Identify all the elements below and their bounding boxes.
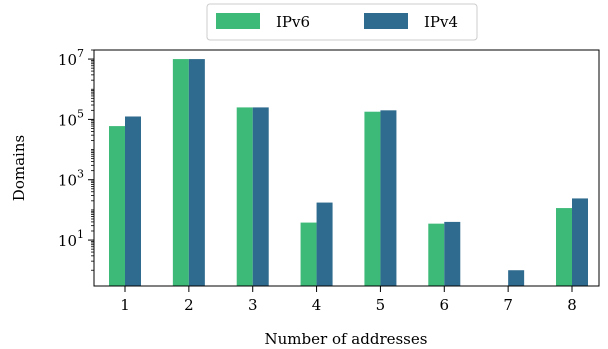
legend-swatch-ipv4 [364, 13, 408, 29]
x-axis-title: Number of addresses [265, 330, 428, 348]
bar-ipv6-3 [236, 107, 253, 286]
x-tick-label: 8 [567, 296, 577, 314]
bar-ipv4-1 [125, 116, 141, 286]
bar-ipv4-8 [572, 198, 588, 286]
bar-ipv6-4 [300, 222, 317, 286]
y-tick-label: 103 [58, 168, 84, 190]
x-tick-label: 4 [312, 296, 322, 314]
y-tick-label: 107 [58, 47, 84, 69]
x-tick-label: 7 [503, 296, 513, 314]
legend-label-ipv6: IPv6 [276, 13, 310, 31]
bar-ipv4-6 [444, 221, 461, 286]
legend: IPv6 IPv4 [206, 3, 478, 41]
x-axis-ticks: 1 2 3 4 5 6 7 8 [120, 286, 577, 314]
plot-frame [93, 49, 600, 287]
y-tick-label: 105 [58, 107, 84, 129]
x-tick-label: 5 [376, 296, 386, 314]
y-tick-label: 101 [58, 228, 84, 250]
bars [109, 59, 588, 286]
bar-ipv4-5 [380, 110, 397, 286]
y-axis-ticks: 101 103 105 107 [58, 47, 94, 271]
legend-swatch-ipv6 [216, 13, 260, 29]
x-tick-label: 6 [440, 296, 450, 314]
bar-ipv6-2 [172, 59, 189, 286]
legend-label-ipv4: IPv4 [424, 13, 458, 31]
y-axis-title: Domains [10, 135, 28, 201]
bar-ipv4-2 [188, 59, 205, 286]
bar-ipv4-7 [508, 270, 525, 286]
x-tick-label: 1 [120, 296, 130, 314]
bar-ipv6-8 [556, 208, 572, 286]
bar-ipv6-1 [109, 126, 125, 286]
x-tick-label: 3 [248, 296, 258, 314]
bar-ipv6-6 [428, 223, 445, 286]
legend-frame [206, 3, 478, 41]
x-tick-label: 2 [184, 296, 194, 314]
bar-ipv4-4 [316, 202, 333, 286]
bar-ipv4-3 [252, 107, 269, 286]
bar-ipv6-5 [364, 111, 381, 286]
